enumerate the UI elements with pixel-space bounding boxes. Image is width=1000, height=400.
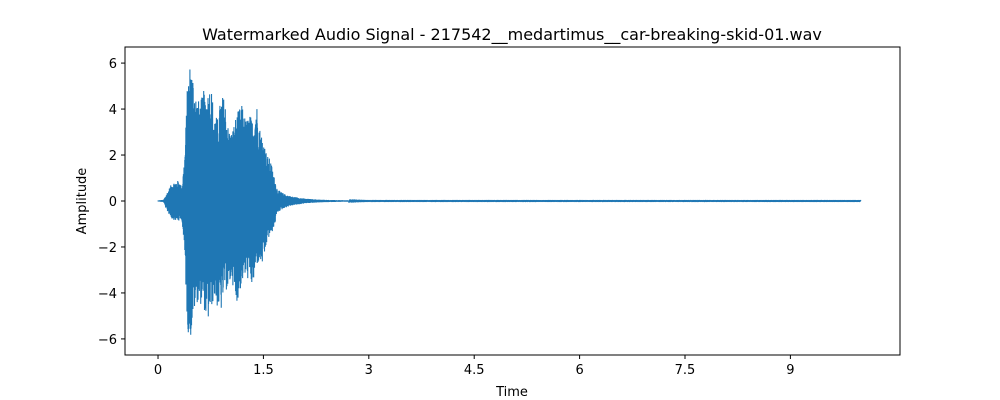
x-tick-label: 3 bbox=[365, 363, 373, 378]
y-axis-ticks: −6 −4 −2 0 2 4 6 bbox=[98, 57, 125, 348]
y-tick-label: −6 bbox=[98, 333, 117, 348]
chart-title: Watermarked Audio Signal - 217542__medar… bbox=[202, 25, 822, 45]
x-tick-label: 1.5 bbox=[253, 363, 274, 378]
y-tick-label: 4 bbox=[109, 103, 117, 118]
x-tick-label: 0 bbox=[154, 363, 162, 378]
waveform-series bbox=[157, 69, 862, 335]
y-axis-label: Amplitude bbox=[75, 168, 90, 235]
y-tick-label: 0 bbox=[109, 195, 117, 210]
plot-area bbox=[157, 69, 862, 335]
y-tick-label: 6 bbox=[109, 57, 117, 72]
x-axis-ticks: 0 1.5 3 4.5 6 7.5 9 bbox=[154, 355, 795, 378]
x-tick-label: 6 bbox=[575, 363, 583, 378]
x-tick-label: 7.5 bbox=[675, 363, 696, 378]
y-tick-label: 2 bbox=[109, 149, 117, 164]
x-tick-label: 9 bbox=[786, 363, 794, 378]
y-tick-label: −2 bbox=[98, 241, 117, 256]
plot-frame bbox=[124, 46, 901, 356]
waveform-line bbox=[157, 69, 862, 335]
x-tick-label: 4.5 bbox=[464, 363, 485, 378]
y-tick-label: −4 bbox=[98, 287, 117, 302]
x-axis-label: Time bbox=[495, 385, 528, 400]
